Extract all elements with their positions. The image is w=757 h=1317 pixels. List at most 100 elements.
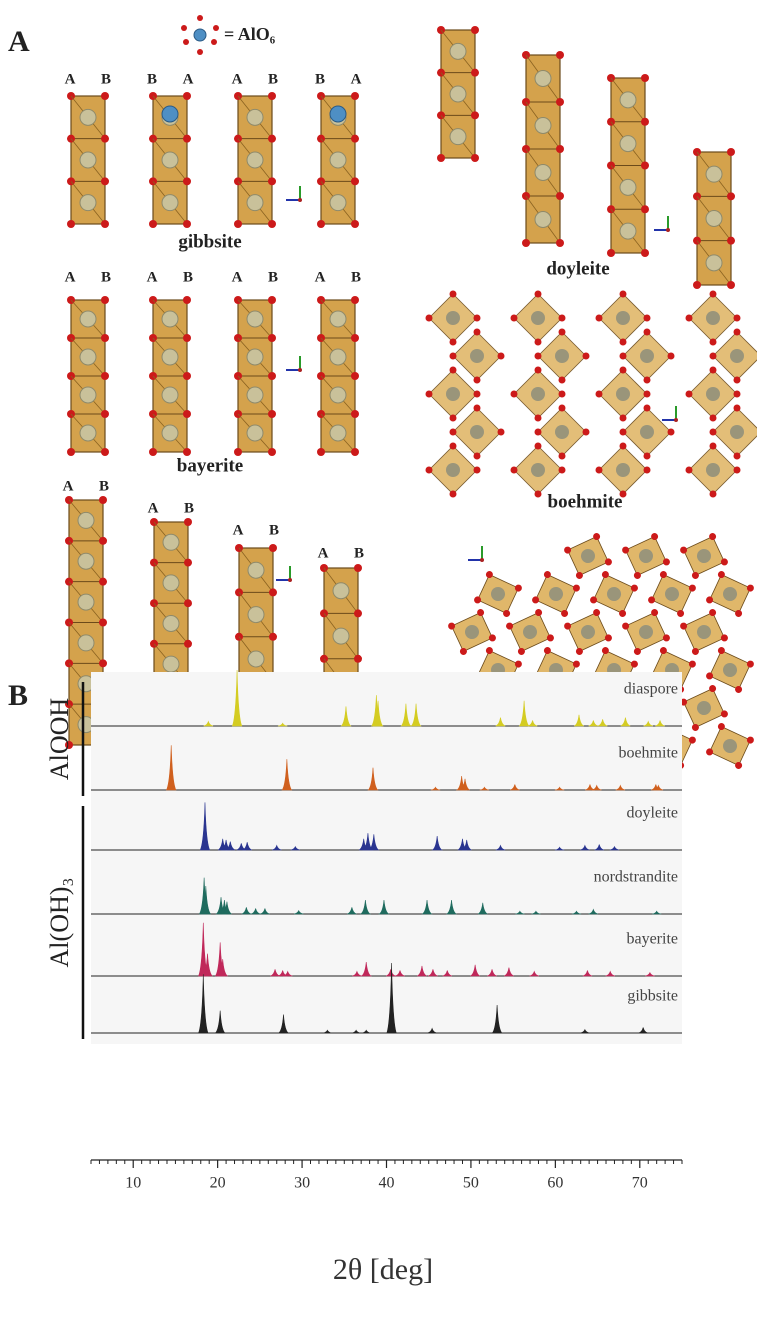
aluminium (470, 425, 484, 439)
oxygen (101, 334, 109, 342)
axis-origin (288, 578, 292, 582)
structure-name: bayerite (177, 455, 243, 476)
oxygen (710, 291, 717, 298)
oxygen (596, 315, 603, 322)
aluminium (620, 136, 636, 152)
oxygen (668, 353, 675, 360)
oxygen (710, 367, 717, 374)
oxygen (641, 205, 649, 213)
aluminium (620, 92, 636, 108)
layer-label: B (101, 269, 111, 285)
oxygen (620, 443, 627, 450)
aluminium (162, 387, 178, 403)
oxygen (268, 220, 276, 228)
aluminium (333, 583, 349, 599)
oxygen (101, 92, 109, 100)
aluminium (162, 152, 178, 168)
oxygen (471, 154, 479, 162)
oxygen (99, 659, 107, 667)
layer-label: A (233, 522, 244, 538)
oxygen (535, 443, 542, 450)
layer-label: B (268, 269, 278, 285)
oxygen (686, 467, 693, 474)
aluminium (247, 109, 263, 125)
oxygen (734, 453, 741, 460)
aluminium (80, 311, 96, 327)
oxygen (620, 367, 627, 374)
layer-label: A (148, 500, 159, 516)
oxygen (535, 353, 542, 360)
oxygen (317, 448, 325, 456)
oxygen (351, 135, 359, 143)
oxygen (99, 619, 107, 627)
oxygen (535, 415, 542, 422)
oxygen (710, 429, 717, 436)
layer-label: A (147, 269, 158, 285)
axis-origin (480, 558, 484, 562)
oxygen (184, 599, 192, 607)
oxygen (644, 391, 651, 398)
oxygen (556, 51, 564, 59)
oxygen (620, 339, 627, 346)
oxygen (149, 220, 157, 228)
layer-label: B (268, 71, 278, 87)
oxygen (734, 329, 741, 336)
aluminium (535, 212, 551, 228)
oxygen (184, 640, 192, 648)
layer-label: A (183, 71, 194, 87)
oxygen (644, 329, 651, 336)
oxygen (268, 296, 276, 304)
oxygen (101, 296, 109, 304)
oxygen (450, 339, 457, 346)
oxygen (710, 353, 717, 360)
oxygen (535, 339, 542, 346)
oxygen (351, 177, 359, 185)
oxygen (498, 353, 505, 360)
oxygen (183, 334, 191, 342)
oxygen (693, 281, 701, 289)
oxygen (727, 192, 735, 200)
oxygen (710, 339, 717, 346)
aluminium (620, 179, 636, 195)
oxygen (99, 496, 107, 504)
oxygen (99, 578, 107, 586)
aluminium (333, 628, 349, 644)
series-name: boehmite (618, 745, 678, 762)
aluminium (78, 553, 94, 569)
aluminium (620, 223, 636, 239)
series-name: gibbsite (627, 988, 678, 1005)
oxygen (317, 220, 325, 228)
aluminium (640, 425, 654, 439)
aluminium (446, 387, 460, 401)
oxygen (426, 391, 433, 398)
legend-atom (330, 106, 346, 122)
aluminium (330, 152, 346, 168)
aluminium (247, 387, 263, 403)
oxygen (351, 448, 359, 456)
aluminium (162, 195, 178, 211)
axis-origin (666, 228, 670, 232)
oxygen (474, 377, 481, 384)
aluminium (247, 349, 263, 365)
aluminium (80, 109, 96, 125)
oxygen (559, 329, 566, 336)
aluminium (80, 425, 96, 441)
aluminium (78, 635, 94, 651)
oxygen (686, 315, 693, 322)
oxygen (734, 391, 741, 398)
oxygen (183, 220, 191, 228)
oxygen (498, 429, 505, 436)
oxygen (559, 377, 566, 384)
oxygen (596, 391, 603, 398)
structure-name: gibbsite (178, 231, 241, 252)
layer-label: A (65, 269, 76, 285)
aluminium (531, 311, 545, 325)
oxygen (184, 559, 192, 567)
aluminium (470, 349, 484, 363)
aluminium (706, 387, 720, 401)
aluminium (616, 387, 630, 401)
oxygen (268, 448, 276, 456)
layer-label: B (315, 71, 325, 87)
oxygen (450, 353, 457, 360)
oxygen (471, 69, 479, 77)
